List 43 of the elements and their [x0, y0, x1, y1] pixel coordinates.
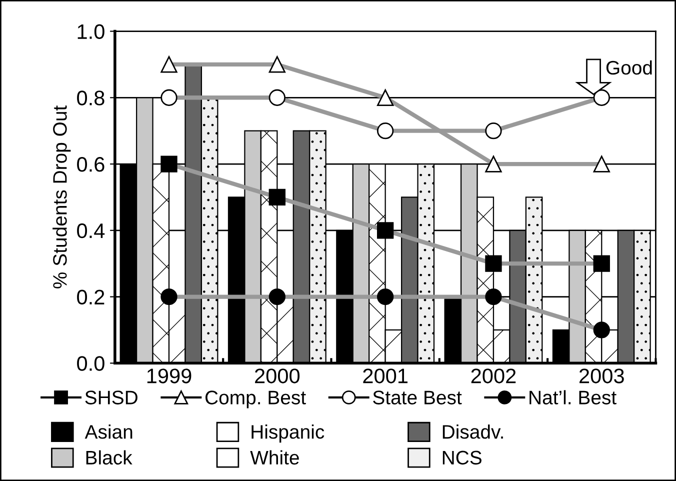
y-axis-title: % Students Drop Out — [52, 105, 71, 288]
point — [160, 89, 178, 106]
x-tick-label: 2003 — [580, 368, 624, 384]
point — [268, 288, 286, 306]
point — [593, 255, 610, 272]
point — [160, 56, 178, 73]
legend-label: Hispanic — [252, 424, 324, 443]
point — [593, 156, 610, 172]
legend-label: NCS — [442, 450, 482, 465]
legend-label: White — [250, 450, 299, 465]
point — [376, 122, 394, 140]
legend-label: Asian — [84, 424, 132, 439]
point — [376, 89, 394, 106]
x-tick-label: 2001 — [363, 368, 408, 384]
point — [268, 188, 286, 206]
point — [160, 288, 178, 306]
point — [268, 89, 286, 106]
legend-label: Nat’l. Best — [530, 390, 616, 404]
point — [268, 56, 286, 73]
legend-label: SHSD — [85, 390, 138, 404]
legend-label: Black — [86, 450, 132, 465]
x-tick-label: 2002 — [471, 368, 516, 384]
point — [160, 156, 178, 172]
legend-label: Disadv. — [442, 424, 503, 439]
point — [485, 255, 502, 272]
point — [485, 122, 502, 140]
y-tick-label: 0.4 — [77, 223, 105, 238]
y-tick-label: 0.2 — [77, 290, 104, 305]
point — [593, 322, 610, 338]
legend-label: Comp. Best — [205, 390, 306, 408]
y-tick-label: 1.0 — [78, 24, 104, 40]
point — [485, 156, 502, 172]
legend-label: State Best — [373, 390, 462, 404]
y-tick-label: 0.6 — [77, 157, 104, 172]
x-tick-label: 2000 — [255, 368, 300, 384]
point — [376, 288, 394, 306]
y-tick-label: 0.0 — [77, 356, 104, 371]
y-tick-label: 0.8 — [77, 90, 104, 106]
x-tick-label: 1999 — [147, 368, 192, 384]
annotation: Good — [606, 60, 652, 75]
point — [485, 288, 502, 306]
point — [593, 89, 610, 106]
point — [376, 222, 394, 239]
